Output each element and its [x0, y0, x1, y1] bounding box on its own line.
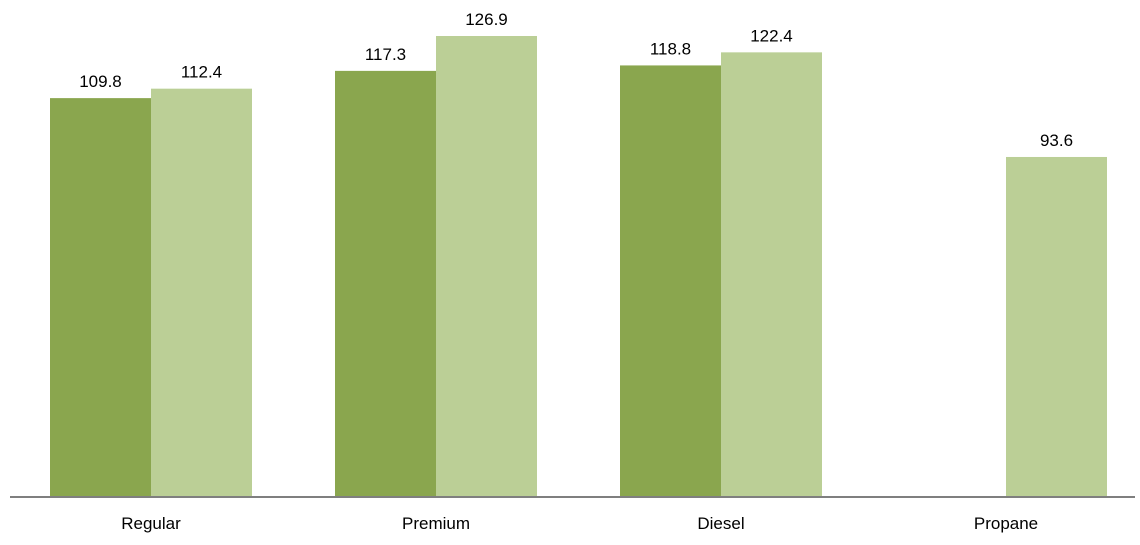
bar-premium-series-1	[335, 70, 436, 498]
data-label-premium-series-1: 117.3	[365, 45, 406, 64]
data-label-diesel-series-2: 122.4	[750, 26, 793, 45]
x-tick-label-propane: Propane	[974, 514, 1038, 533]
bar-regular-series-1	[50, 98, 151, 497]
data-labels-layer: 109.8 112.4 117.3 126.9 118.8 122.4 93.6	[79, 10, 1073, 150]
bar-diesel-series-1	[620, 65, 721, 497]
bar-regular-series-2	[151, 88, 252, 498]
bar-premium-series-2	[436, 36, 537, 497]
x-tick-label-regular: Regular	[121, 514, 181, 533]
x-tick-label-premium: Premium	[402, 514, 470, 533]
bar-diesel-series-2	[721, 52, 822, 497]
data-label-regular-series-2: 112.4	[181, 63, 222, 82]
bar-propane-series-2	[1006, 156, 1107, 498]
x-tick-label-diesel: Diesel	[697, 514, 744, 533]
data-label-premium-series-2: 126.9	[465, 10, 508, 29]
bars-layer	[50, 36, 1107, 498]
data-label-propane-series-2: 93.6	[1040, 131, 1073, 150]
data-label-regular-series-1: 109.8	[79, 72, 122, 91]
x-axis-tick-labels: Regular Premium Diesel Propane	[121, 514, 1038, 533]
data-label-diesel-series-1: 118.8	[650, 39, 691, 58]
